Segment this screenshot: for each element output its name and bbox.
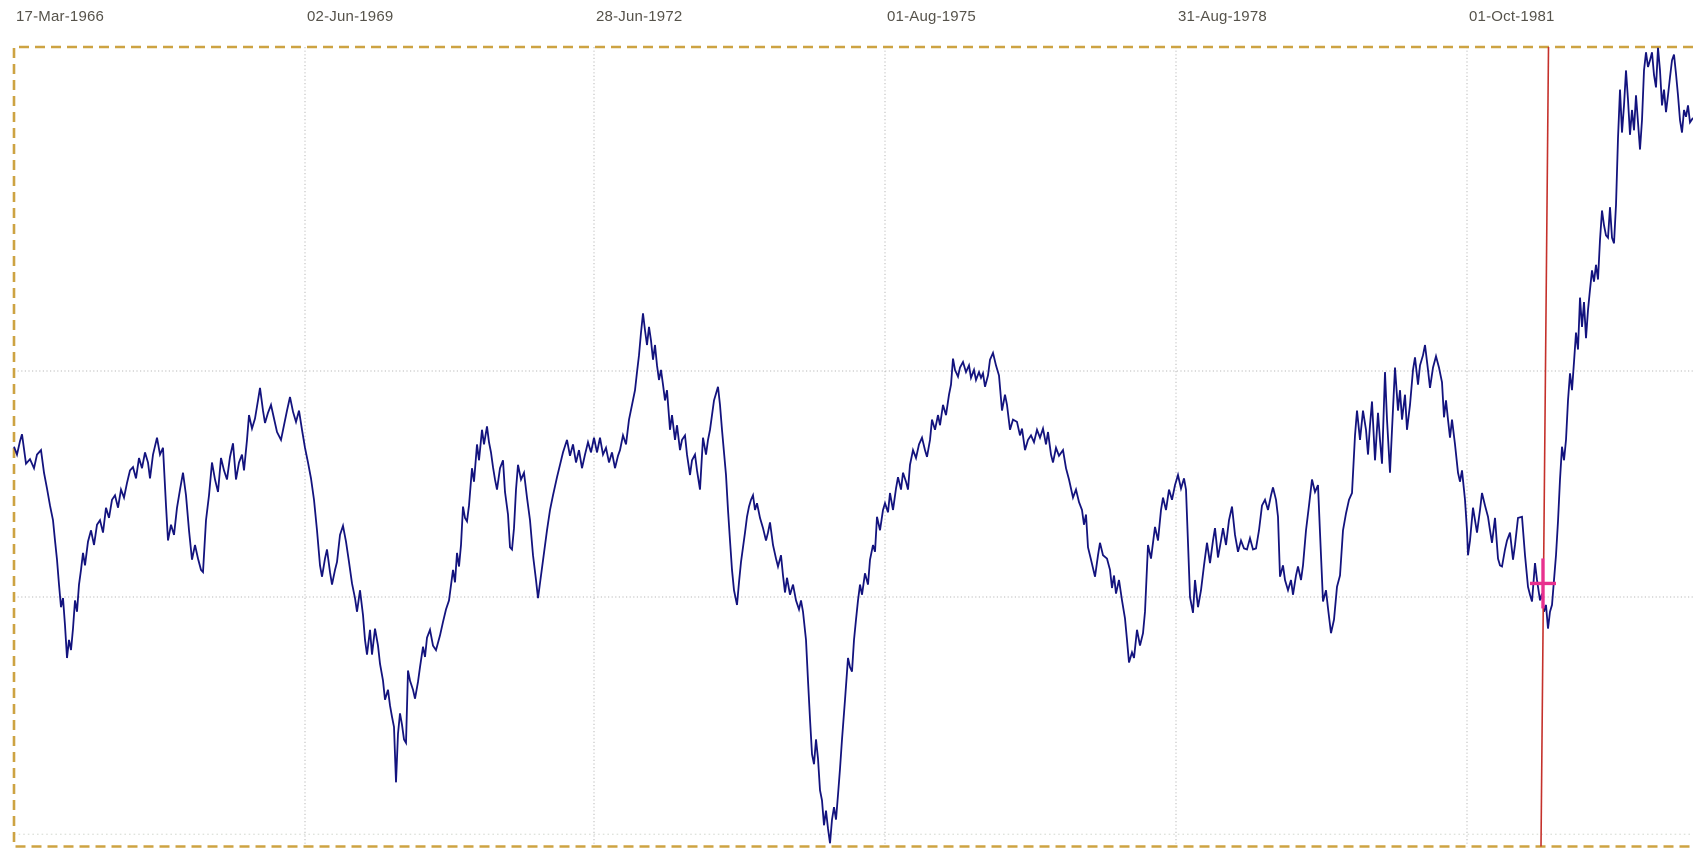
x-axis-tick-label: 31-Aug-1978 <box>1178 8 1267 25</box>
cursor-line[interactable] <box>1540 46 1550 847</box>
x-axis-tick-label: 17-Mar-1966 <box>16 8 105 25</box>
x-axis-tick-label: 02-Jun-1969 <box>307 8 394 25</box>
x-axis-tick-label: 01-Oct-1981 <box>1469 8 1555 25</box>
x-axis-tick-label: 28-Jun-1972 <box>596 8 683 25</box>
x-axis-tick-label: 01-Aug-1975 <box>887 8 976 25</box>
plot-border <box>12 45 1693 848</box>
price-line <box>13 47 1693 844</box>
